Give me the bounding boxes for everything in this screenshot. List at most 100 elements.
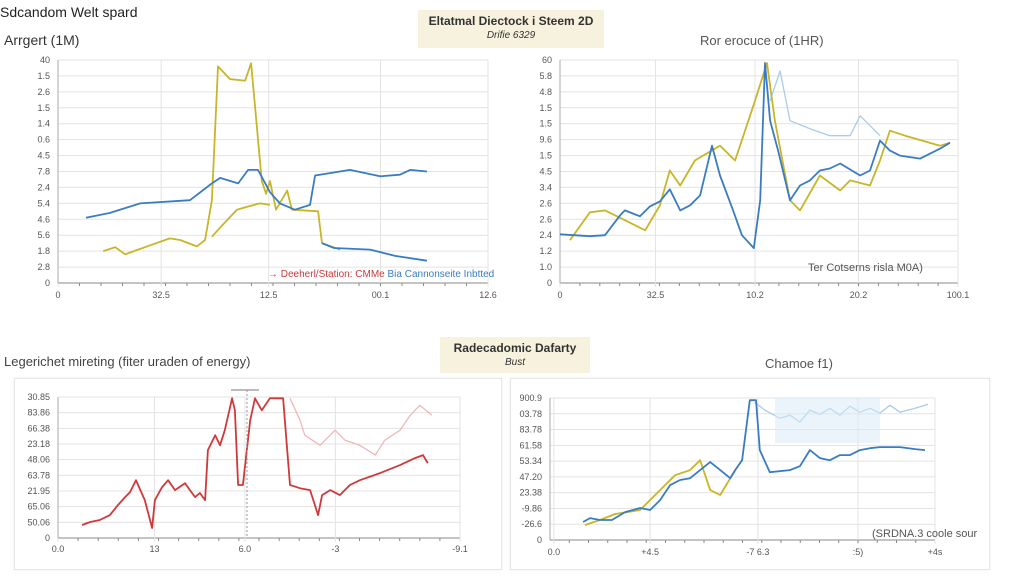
- x-tick-label: -7 6.3: [746, 547, 769, 557]
- y-tick-label: 1.4: [37, 119, 50, 129]
- chart4-frame: [510, 378, 990, 570]
- chart1-legend: → Deeherl/Station: CMMe Bia Cannonseite …: [268, 269, 494, 280]
- y-tick-label: 50.06: [27, 517, 50, 527]
- y-tick-label: 2.8: [37, 262, 50, 272]
- x-tick-label: 0: [557, 290, 562, 300]
- series-line-blue: [559, 62, 951, 249]
- y-tick-label: 4.5: [539, 167, 552, 177]
- y-tick-label: 2.4: [37, 182, 50, 192]
- x-tick-label: 6.0: [239, 544, 252, 554]
- y-tick-label: 60: [542, 55, 552, 65]
- x-tick-label: +4s: [928, 547, 943, 557]
- y-tick-label: 40: [40, 55, 50, 65]
- x-tick-label: 13: [149, 544, 159, 554]
- y-tick-label: 1.5: [539, 119, 552, 129]
- chart1-legend-item-blue: Bia Cannonseite Inbtted: [387, 269, 495, 280]
- header-box-bottom-title: Radecadomic Dafarty: [453, 341, 577, 355]
- y-tick-label: 1.5: [37, 103, 50, 113]
- chart2-title: Ror erocuce of (1HR): [700, 33, 824, 48]
- chart1: 40 1.5 2.6 1.5 1.4 0.6 4.5 7.8 2.4 5.4 4.6 5.6 1.8 2.…: [37, 55, 496, 300]
- y-tick-label: -9.86: [521, 503, 542, 513]
- y-tick-label: 0: [537, 535, 542, 545]
- y-tick-label: 21.95: [27, 486, 50, 496]
- chart2: 60 5.8 4.8 1.5 1.5 9.6 1.5 4.5 3.4 2.6 2.6 2.4 1.2 1.…: [539, 55, 969, 300]
- header-box-bottom: Radecadomic Dafarty Bust: [440, 337, 590, 373]
- x-tick-label: :5): [853, 547, 864, 557]
- y-tick-label: 1.0: [539, 262, 552, 272]
- y-tick-label: 4.8: [539, 87, 552, 97]
- y-tick-label: 0: [547, 278, 552, 288]
- y-tick-label: 30.85: [27, 392, 50, 402]
- y-tick-label: 83.78: [519, 425, 542, 435]
- y-tick-label: 23.38: [519, 488, 542, 498]
- x-tick-label: 10.2: [746, 290, 764, 300]
- chart3-frame: [14, 378, 502, 570]
- y-tick-label: 2.6: [37, 87, 50, 97]
- x-tick-label: 32.5: [152, 290, 170, 300]
- y-tick-label: 1.5: [37, 71, 50, 81]
- y-tick-label: -26.6: [521, 519, 542, 529]
- series-line-yellow: [569, 62, 951, 241]
- y-tick-label: 5.4: [37, 198, 50, 208]
- chart2-legend: Ter Cotserns risla M0A): [808, 262, 923, 274]
- chart1-ylabel: Arrgert (1M): [4, 32, 80, 48]
- y-tick-label: 0.6: [37, 135, 50, 145]
- y-tick-label: 0: [45, 533, 50, 543]
- x-tick-label: +4.5: [641, 547, 659, 557]
- series-line-red: [81, 397, 429, 529]
- x-tick-label: 100.1: [947, 290, 970, 300]
- y-tick-label: 5.8: [539, 71, 552, 81]
- x-tick-label: 12.6: [479, 290, 497, 300]
- x-tick-label: 12.5: [260, 290, 278, 300]
- x-tick-label: 0.0: [52, 544, 65, 554]
- y-tick-label: 1.8: [37, 246, 50, 256]
- header-box-top-subtitle: Drifie 6329: [486, 30, 536, 41]
- series-line-yellow-lower: [211, 202, 271, 238]
- y-tick-label: 03.78: [519, 409, 542, 419]
- chart3: 30.85 83.86 66.38 23.18 48.06 63.78 21.95 65.06…: [27, 392, 467, 554]
- y-tick-label: 0: [45, 278, 50, 288]
- x-tick-label: 0.0: [548, 547, 561, 557]
- x-tick-label: 32.5: [647, 290, 665, 300]
- y-tick-label: 2.6: [539, 214, 552, 224]
- y-tick-label: 7.8: [37, 167, 50, 177]
- series-line-blue: [582, 399, 926, 523]
- y-tick-label: 900.9: [519, 393, 542, 403]
- header-box-bottom-subtitle: Bust: [504, 357, 525, 368]
- y-tick-label: 47.20: [519, 472, 542, 482]
- y-tick-label: 4.5: [37, 151, 50, 161]
- y-tick-label: 3.4: [539, 182, 552, 192]
- y-tick-label: 65.06: [27, 502, 50, 512]
- series-line-yellow: [584, 459, 736, 526]
- y-tick-label: 2.6: [539, 198, 552, 208]
- series-line-blue: [85, 169, 427, 219]
- chart1-title: Sdcandom Welt spard: [0, 4, 138, 20]
- y-tick-label: 53.34: [519, 456, 542, 466]
- x-tick-label: 0: [55, 290, 60, 300]
- chart4-title: Chamoe f1): [765, 356, 833, 371]
- y-tick-label: 1.5: [539, 103, 552, 113]
- chart4-highlight-region: [775, 398, 880, 443]
- y-tick-label: 9.6: [539, 135, 552, 145]
- series-line-pink: [289, 398, 433, 456]
- header-box-top-title: Eltatmal Diectock i Steem 2D: [428, 14, 594, 28]
- chart4: 900.9 03.78 83.78 61.58 53.34 47.20 23.38 -9.86…: [519, 393, 942, 557]
- y-tick-label: 1.5: [539, 151, 552, 161]
- y-tick-label: 61.58: [519, 440, 542, 450]
- y-tick-label: 1.2: [539, 246, 552, 256]
- chart3-title: Legerichet mireting (fiter uraden of ene…: [4, 354, 251, 369]
- x-tick-label: 00.1: [372, 290, 390, 300]
- chart1-legend-item-red: → Deeherl/Station: CMMe: [268, 269, 385, 280]
- chart4-x-axis-note: (SRDNA.3 coole sour: [872, 528, 978, 540]
- y-tick-label: 63.78: [27, 470, 50, 480]
- series-line-light-blue: [769, 70, 881, 137]
- header-box-top: Eltatmal Diectock i Steem 2D Drifie 6329: [418, 10, 604, 48]
- y-tick-label: 5.6: [37, 230, 50, 240]
- y-tick-label: 4.6: [37, 214, 50, 224]
- x-tick-label: -3: [331, 544, 339, 554]
- y-tick-label: 48.06: [27, 455, 50, 465]
- y-tick-label: 23.18: [27, 439, 50, 449]
- series-line-blue-lower: [321, 242, 428, 262]
- y-tick-label: 66.38: [27, 423, 50, 433]
